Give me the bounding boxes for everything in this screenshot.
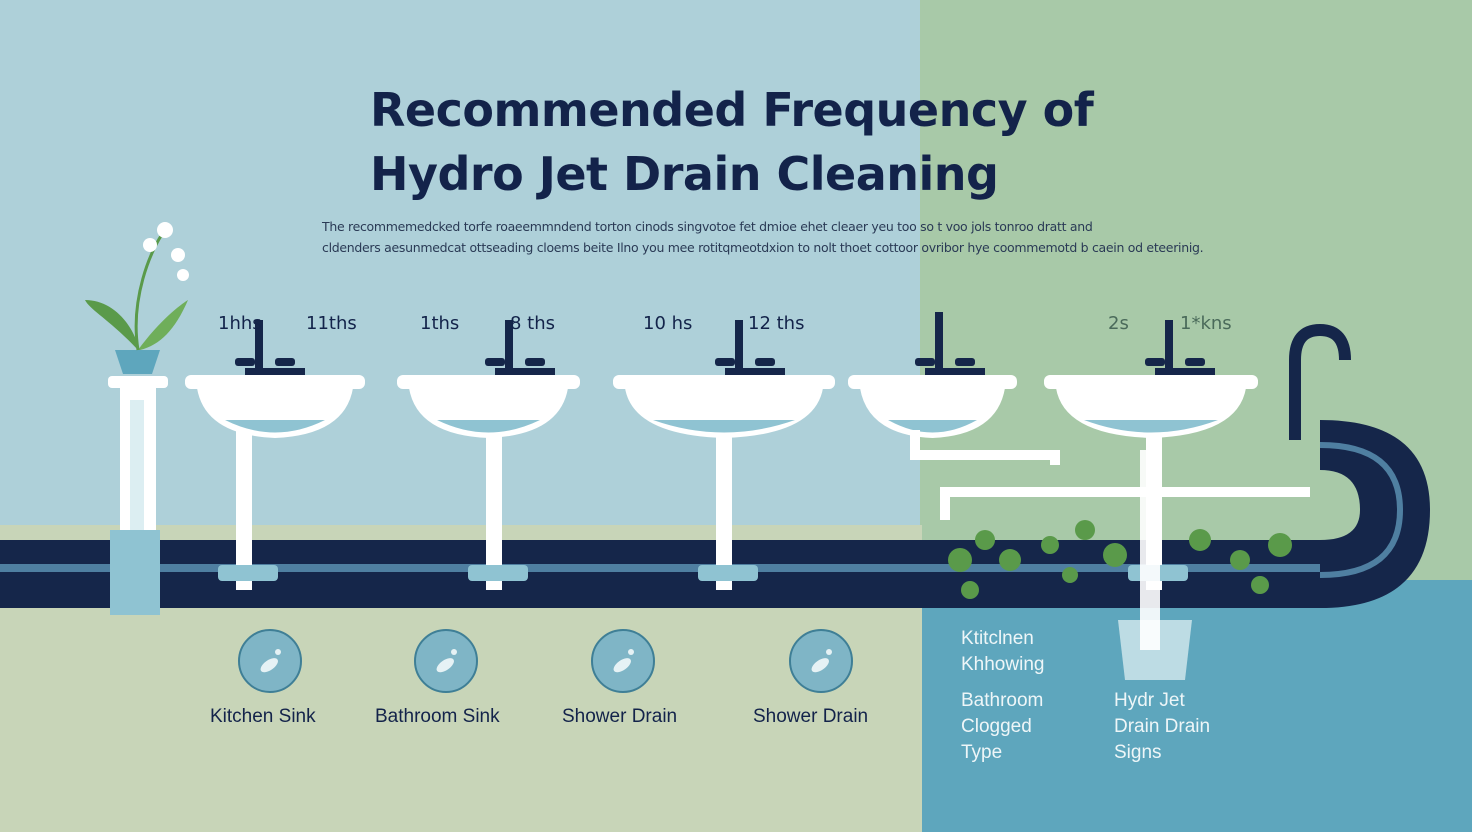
right-panel-col1: Ktitclnen Khhowing Bathroom Clogged Type: [961, 626, 1044, 766]
grease-icon: [238, 629, 302, 693]
description-line-2: cldenders aesunmedcat ottseading cloems …: [322, 240, 1204, 255]
droplet-icon: [591, 629, 655, 693]
particles-icon: [789, 629, 853, 693]
sink-4: [848, 312, 1017, 438]
foliage: [948, 520, 1292, 599]
description-line-1: The recommemedcked torfe roaeemmndend to…: [322, 219, 1093, 234]
sink-3-freq-right: 12 ths: [748, 313, 805, 334]
panel-text: Ktitclnen: [961, 628, 1034, 649]
category-label: Shower Drain: [753, 706, 869, 727]
teal-panel: [922, 580, 1472, 832]
sink-5-freq-left: 2s: [1108, 313, 1129, 334]
page-title: Recommended Frequency of Hydro Jet Drain…: [370, 78, 1094, 206]
panel-text: Drain Drain: [1114, 716, 1211, 737]
sink-1-freq-right: 11ths: [306, 313, 357, 334]
sink-2-freq-right: 8 ths: [510, 313, 556, 334]
right-panel-col2: Hydr Jet Drain Drain Signs: [1114, 688, 1210, 766]
panel-text: Hydr Jet: [1114, 690, 1185, 711]
sink-3: [613, 320, 835, 590]
sink-2-freq-left: 1ths: [420, 313, 460, 334]
sink-2: [397, 320, 580, 590]
plant-icon: [85, 222, 189, 615]
title-line-1: Recommended Frequency of: [370, 83, 1094, 137]
category-label: Shower Drain: [562, 706, 678, 727]
sink-5-freq-right: 1*kns: [1180, 313, 1232, 334]
hair-clog-icon: [414, 629, 478, 693]
panel-text: Signs: [1114, 742, 1162, 763]
sink-1-freq-left: 1hhs: [218, 313, 262, 334]
title-line-2: Hydro Jet Drain Cleaning: [370, 147, 999, 201]
panel-text: Clogged: [961, 716, 1032, 737]
category-label: Bathroom Sink: [375, 706, 500, 727]
panel-text: Bathroom: [961, 690, 1044, 711]
category-label: Kitchen Sink: [210, 706, 316, 727]
description: The recommemedcked torfe roaeemmndend to…: [322, 216, 1262, 258]
panel-text: Khhowing: [961, 654, 1045, 675]
sink-1: [185, 320, 365, 590]
sink-3-freq-left: 10 hs: [643, 313, 693, 334]
panel-text: Type: [961, 742, 1003, 763]
